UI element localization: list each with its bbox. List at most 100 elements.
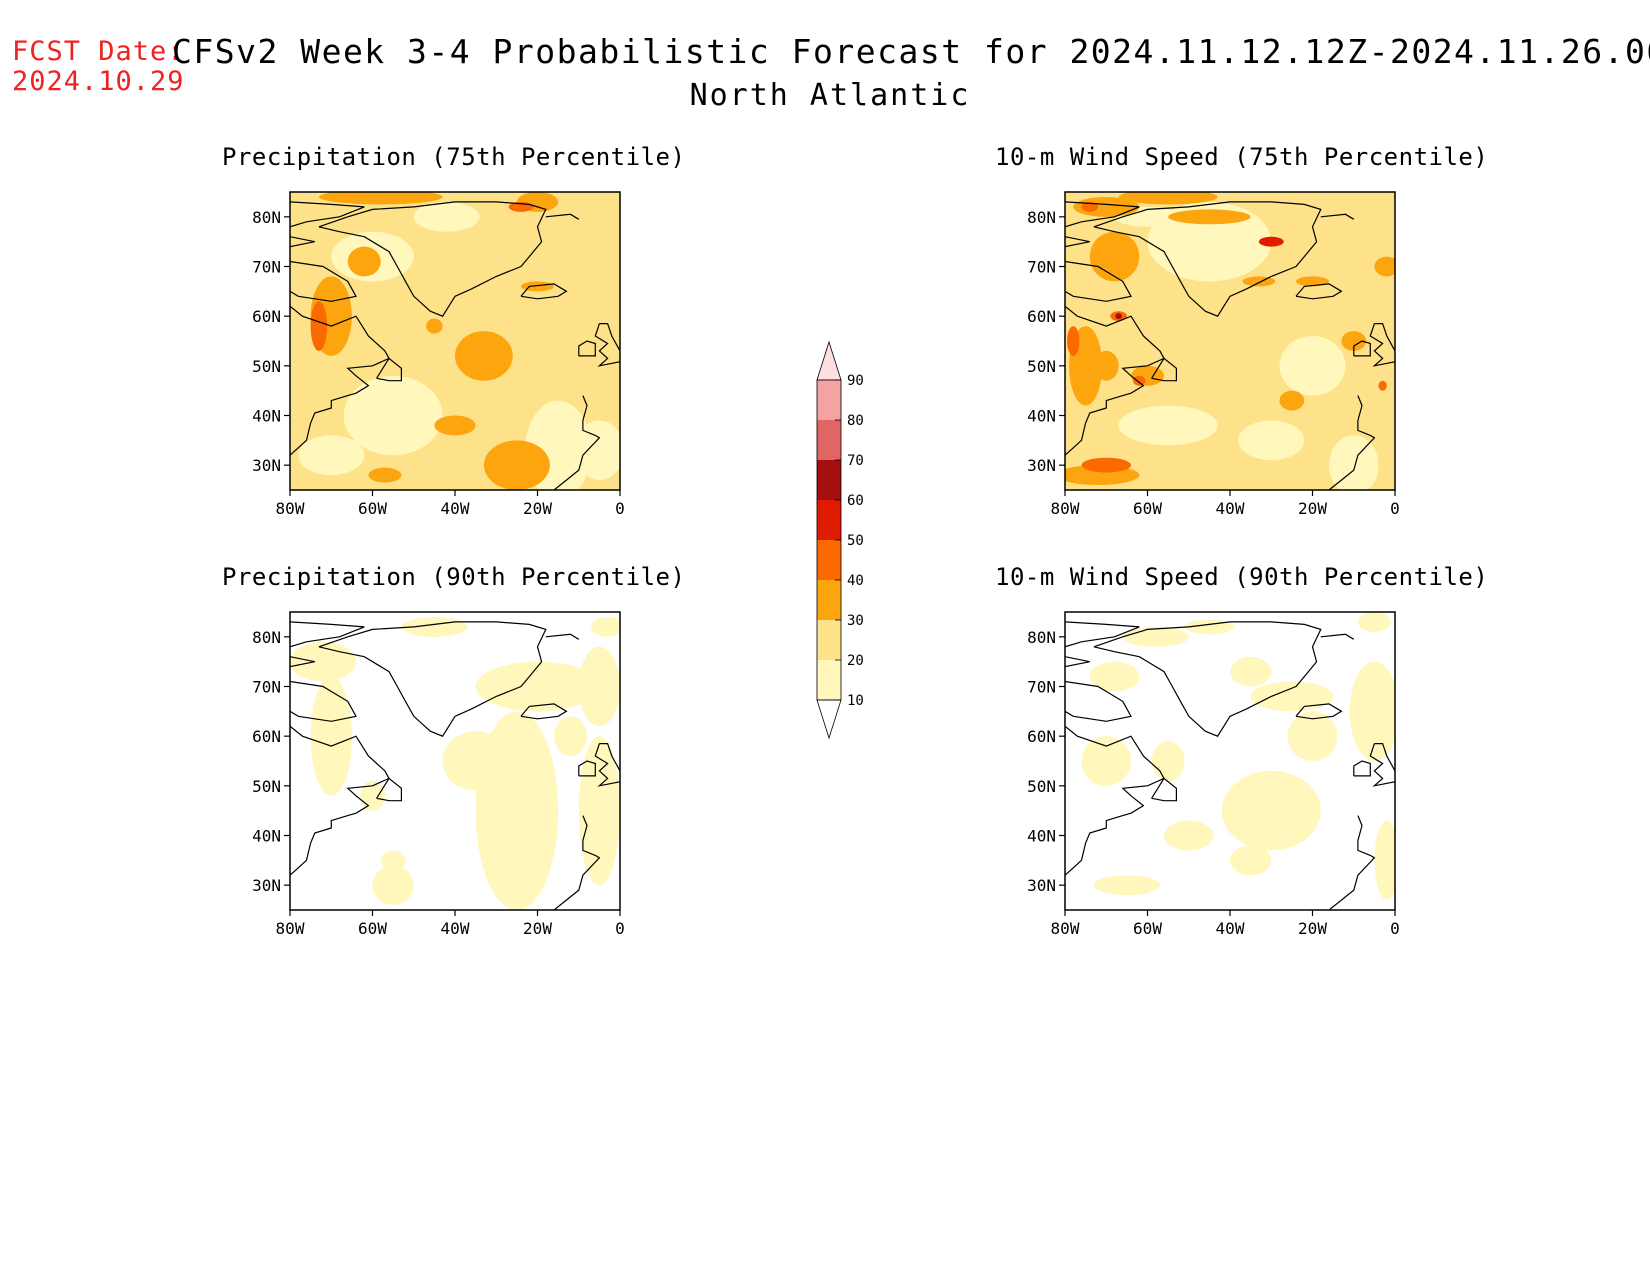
probability-region	[1089, 231, 1140, 282]
probability-region	[426, 318, 443, 334]
lon-label: 80W	[276, 499, 305, 518]
probability-region	[1296, 276, 1329, 287]
probability-region	[475, 661, 600, 712]
lat-label: 80N	[1027, 628, 1056, 647]
colorbar-label: 40	[847, 573, 864, 589]
coastline	[1353, 760, 1371, 777]
probability-region	[372, 865, 414, 906]
colorbar-top-triangle	[816, 340, 842, 381]
probability-region	[318, 192, 443, 205]
coastline	[594, 323, 620, 367]
probability-region	[1093, 350, 1119, 381]
lon-label: 20W	[523, 499, 552, 518]
lat-label: 50N	[1027, 777, 1056, 796]
probability-region	[578, 736, 620, 886]
colorbar-segment	[817, 540, 841, 580]
coastline	[1295, 283, 1343, 300]
probability-region	[1258, 236, 1284, 247]
probability-region	[442, 731, 509, 791]
probability-region	[483, 440, 550, 490]
coastline	[290, 201, 365, 228]
probability-region	[1221, 770, 1321, 851]
coastline	[376, 777, 402, 802]
lat-label: 80N	[1027, 208, 1056, 227]
probability-region	[574, 420, 620, 481]
probability-region	[1279, 390, 1305, 411]
probability-region	[1242, 276, 1276, 287]
colorbar-bottom-triangle	[816, 699, 842, 740]
coastline	[553, 815, 601, 910]
lat-label: 30N	[252, 456, 281, 475]
probability-region	[1230, 845, 1272, 876]
coastline	[1320, 633, 1355, 640]
coastline	[290, 680, 357, 722]
probability-region	[1287, 711, 1338, 761]
coastline	[520, 283, 568, 300]
probability-region	[368, 467, 402, 483]
probability-region	[1118, 192, 1218, 205]
lon-label: 40W	[441, 499, 470, 518]
lat-label: 60N	[1027, 307, 1056, 326]
probability-region	[1147, 201, 1272, 282]
coastline	[318, 201, 547, 317]
coastline	[290, 656, 315, 668]
probability-region	[554, 716, 587, 757]
probability-region	[298, 435, 365, 476]
probability-region	[1279, 336, 1346, 396]
panel-title-wind-75: 10-m Wind Speed (75th Percentile)	[995, 143, 1489, 171]
probability-region	[1081, 457, 1131, 473]
lat-label: 30N	[1027, 456, 1056, 475]
lat-label: 60N	[1027, 727, 1056, 746]
coastline	[1151, 357, 1177, 382]
probability-region	[360, 780, 385, 811]
probability-region	[434, 415, 476, 436]
probability-region	[343, 375, 443, 456]
coastline	[1065, 656, 1090, 668]
probability-region	[1073, 196, 1140, 217]
coastline	[1065, 236, 1090, 248]
probability-region	[521, 281, 554, 292]
probability-region	[1151, 741, 1185, 781]
lat-label: 40N	[252, 827, 281, 846]
coastline	[290, 260, 357, 302]
lon-label: 80W	[1051, 919, 1080, 938]
map-precip-90: 80N 70N 60N 50N 40N 30N 80W 60W 40W 20W 0	[252, 611, 625, 938]
probability-region	[1378, 380, 1387, 391]
probability-region	[1329, 435, 1379, 490]
coastline	[1065, 680, 1132, 722]
lat-label: 60N	[252, 727, 281, 746]
colorbar-label: 30	[847, 613, 864, 629]
page-title: CFSv2 Week 3-4 Probabilistic Forecast fo…	[172, 32, 1650, 71]
coastline	[1065, 305, 1165, 456]
coastline	[1353, 340, 1371, 357]
probability-region	[1250, 681, 1334, 712]
lat-label: 60N	[252, 307, 281, 326]
coastline	[545, 633, 580, 640]
probability-region	[1357, 612, 1391, 632]
probability-region	[1133, 375, 1146, 386]
lon-label: 40W	[441, 919, 470, 938]
probability-region	[310, 301, 328, 351]
colorbar-segment	[817, 460, 841, 500]
lat-label: 70N	[252, 258, 281, 277]
coastline	[1065, 201, 1140, 228]
lon-label: 0	[1390, 919, 1400, 938]
lat-label: 40N	[1027, 827, 1056, 846]
coastline	[1295, 703, 1343, 720]
lat-label: 70N	[1027, 258, 1056, 277]
coastline	[318, 621, 547, 737]
coastline	[1328, 815, 1376, 910]
lon-label: 40W	[1216, 919, 1245, 938]
colorbar: 10 20 30 40 50 60 70 80 90	[816, 340, 864, 740]
probability-region	[1067, 326, 1080, 356]
colorbar-label: 10	[847, 693, 864, 709]
probability-region	[1115, 313, 1122, 320]
coastline	[1328, 395, 1376, 490]
colorbar-segment	[817, 580, 841, 620]
lat-label: 30N	[252, 876, 281, 895]
map-wind-90: 80N 70N 60N 50N 40N 30N 80W 60W 40W 20W 0	[1027, 611, 1400, 938]
coastline	[1369, 743, 1395, 787]
colorbar-label: 20	[847, 653, 864, 669]
probability-region	[310, 676, 352, 796]
lat-label: 80N	[252, 628, 281, 647]
